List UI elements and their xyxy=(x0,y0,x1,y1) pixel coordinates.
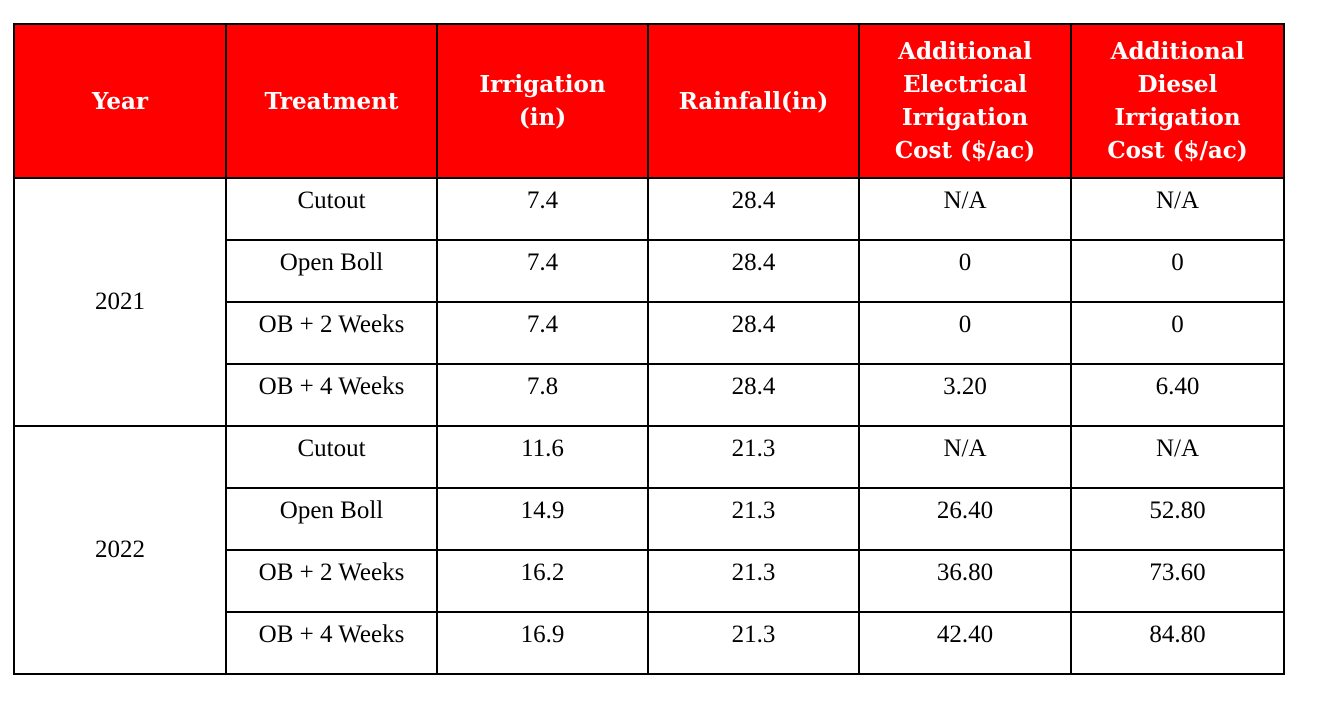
header-line: Year xyxy=(91,87,149,115)
table-row: Open Boll 7.4 28.4 0 0 xyxy=(14,239,1285,303)
rainfall-cell: 28.4 xyxy=(647,177,860,241)
header-line: Additional xyxy=(898,38,1032,65)
header-line: Diesel xyxy=(1137,71,1218,98)
header-line: Irrigation xyxy=(479,71,606,98)
table-row: Open Boll 14.9 21.3 26.40 52.80 xyxy=(14,487,1285,551)
header-line: (in) xyxy=(518,104,567,131)
electrical-cost-cell: 0 xyxy=(858,239,1072,303)
rainfall-cell: 28.4 xyxy=(647,363,860,427)
year-cell-2021: 2021 xyxy=(13,177,227,427)
electrical-cost-cell: 3.20 xyxy=(858,363,1072,427)
rainfall-cell: 21.3 xyxy=(647,425,860,489)
table-row: 2021 Cutout 7.4 28.4 N/A N/A xyxy=(13,177,1285,427)
diesel-cost-cell: N/A xyxy=(1070,425,1285,489)
treatment-cell: OB + 2 Weeks xyxy=(225,549,438,613)
diesel-cost-cell: 0 xyxy=(1070,301,1285,365)
diesel-cost-cell: N/A xyxy=(1070,177,1285,241)
header-line: Cost ($/ac) xyxy=(894,137,1036,164)
header-line: Irrigation xyxy=(1114,104,1241,131)
table-row: OB + 2 Weeks 16.2 21.3 36.80 73.60 xyxy=(14,549,1285,613)
header-line: Irrigation xyxy=(901,104,1029,131)
irrigation-cell: 7.4 xyxy=(436,177,649,241)
electrical-cost-cell: 0 xyxy=(858,301,1072,365)
diesel-cost-cell: 0 xyxy=(1070,239,1285,303)
treatment-cell: Open Boll xyxy=(225,487,438,551)
irrigation-cost-table: Year Treatment Irrigation (in) Rainfall(… xyxy=(13,23,1285,675)
header-line: Cost ($/ac) xyxy=(1107,137,1248,164)
header-irrigation: Irrigation (in) xyxy=(436,23,649,179)
rainfall-cell: 21.3 xyxy=(647,487,860,551)
table-row: OB + 4 Weeks 16.9 21.3 42.40 84.80 xyxy=(14,611,1285,675)
header-row: Year Treatment Irrigation (in) Rainfall(… xyxy=(13,23,1285,179)
header-rainfall: Rainfall(in) xyxy=(647,23,860,179)
table-body: 2021 Cutout 7.4 28.4 N/A N/A Open Boll 7… xyxy=(13,177,1285,675)
rainfall-cell: 21.3 xyxy=(647,549,860,613)
header-electrical-cost: Additional Electrical Irrigation Cost ($… xyxy=(858,23,1072,179)
header-year: Year xyxy=(13,23,227,179)
header-line: Additional xyxy=(1110,38,1245,65)
electrical-cost-cell: 42.40 xyxy=(858,611,1072,675)
treatment-cell: OB + 4 Weeks xyxy=(225,611,438,675)
header-line: Electrical xyxy=(902,71,1028,98)
electrical-cost-cell: N/A xyxy=(858,425,1072,489)
irrigation-cell: 14.9 xyxy=(436,487,649,551)
diesel-cost-cell: 6.40 xyxy=(1070,363,1285,427)
year-cell-2022: 2022 xyxy=(13,425,227,675)
irrigation-cell: 7.4 xyxy=(436,301,649,365)
diesel-cost-cell: 73.60 xyxy=(1070,549,1285,613)
electrical-cost-cell: 36.80 xyxy=(858,549,1072,613)
treatment-cell: Cutout xyxy=(225,425,438,489)
irrigation-cell: 16.2 xyxy=(436,549,649,613)
treatment-cell: OB + 4 Weeks xyxy=(225,363,438,427)
header-line: Treatment xyxy=(264,87,399,115)
header-line: Rainfall(in) xyxy=(678,87,829,115)
irrigation-cell: 7.8 xyxy=(436,363,649,427)
header-diesel-cost: Additional Diesel Irrigation Cost ($/ac) xyxy=(1070,23,1285,179)
table-row: OB + 4 Weeks 7.8 28.4 3.20 6.40 xyxy=(14,363,1285,427)
irrigation-cell: 16.9 xyxy=(436,611,649,675)
treatment-cell: Open Boll xyxy=(225,239,438,303)
irrigation-cell: 7.4 xyxy=(436,239,649,303)
irrigation-cell: 11.6 xyxy=(436,425,649,489)
table-header: Year Treatment Irrigation (in) Rainfall(… xyxy=(13,23,1285,179)
diesel-cost-cell: 84.80 xyxy=(1070,611,1285,675)
treatment-cell: OB + 2 Weeks xyxy=(225,301,438,365)
rainfall-cell: 28.4 xyxy=(647,301,860,365)
electrical-cost-cell: N/A xyxy=(858,177,1072,241)
rainfall-cell: 28.4 xyxy=(647,239,860,303)
treatment-cell: Cutout xyxy=(225,177,438,241)
header-treatment: Treatment xyxy=(225,23,438,179)
diesel-cost-cell: 52.80 xyxy=(1070,487,1285,551)
rainfall-cell: 21.3 xyxy=(647,611,860,675)
table-row: OB + 2 Weeks 7.4 28.4 0 0 xyxy=(14,301,1285,365)
table-row: 2022 Cutout 11.6 21.3 N/A N/A xyxy=(13,425,1285,675)
electrical-cost-cell: 26.40 xyxy=(858,487,1072,551)
